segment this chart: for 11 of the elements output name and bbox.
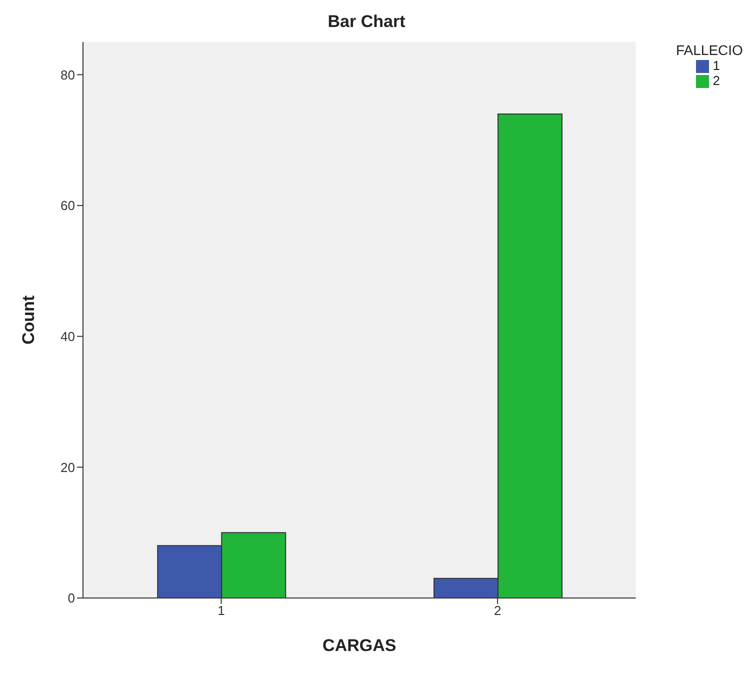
legend-label: 2 [712, 73, 720, 88]
y-axis-title: Count [19, 295, 38, 345]
legend-title: FALLECIO [676, 42, 743, 58]
y-tick-label: 40 [60, 328, 75, 344]
chart-title: Bar Chart [326, 12, 406, 32]
y-tick-label: 60 [60, 198, 75, 214]
y-tick-label: 80 [60, 67, 75, 82]
y-tick-label: 0 [68, 590, 75, 606]
y-tick-label: 20 [60, 460, 75, 475]
x-axis-title: CARGAS [322, 636, 396, 655]
legend-label: 1 [712, 58, 720, 73]
